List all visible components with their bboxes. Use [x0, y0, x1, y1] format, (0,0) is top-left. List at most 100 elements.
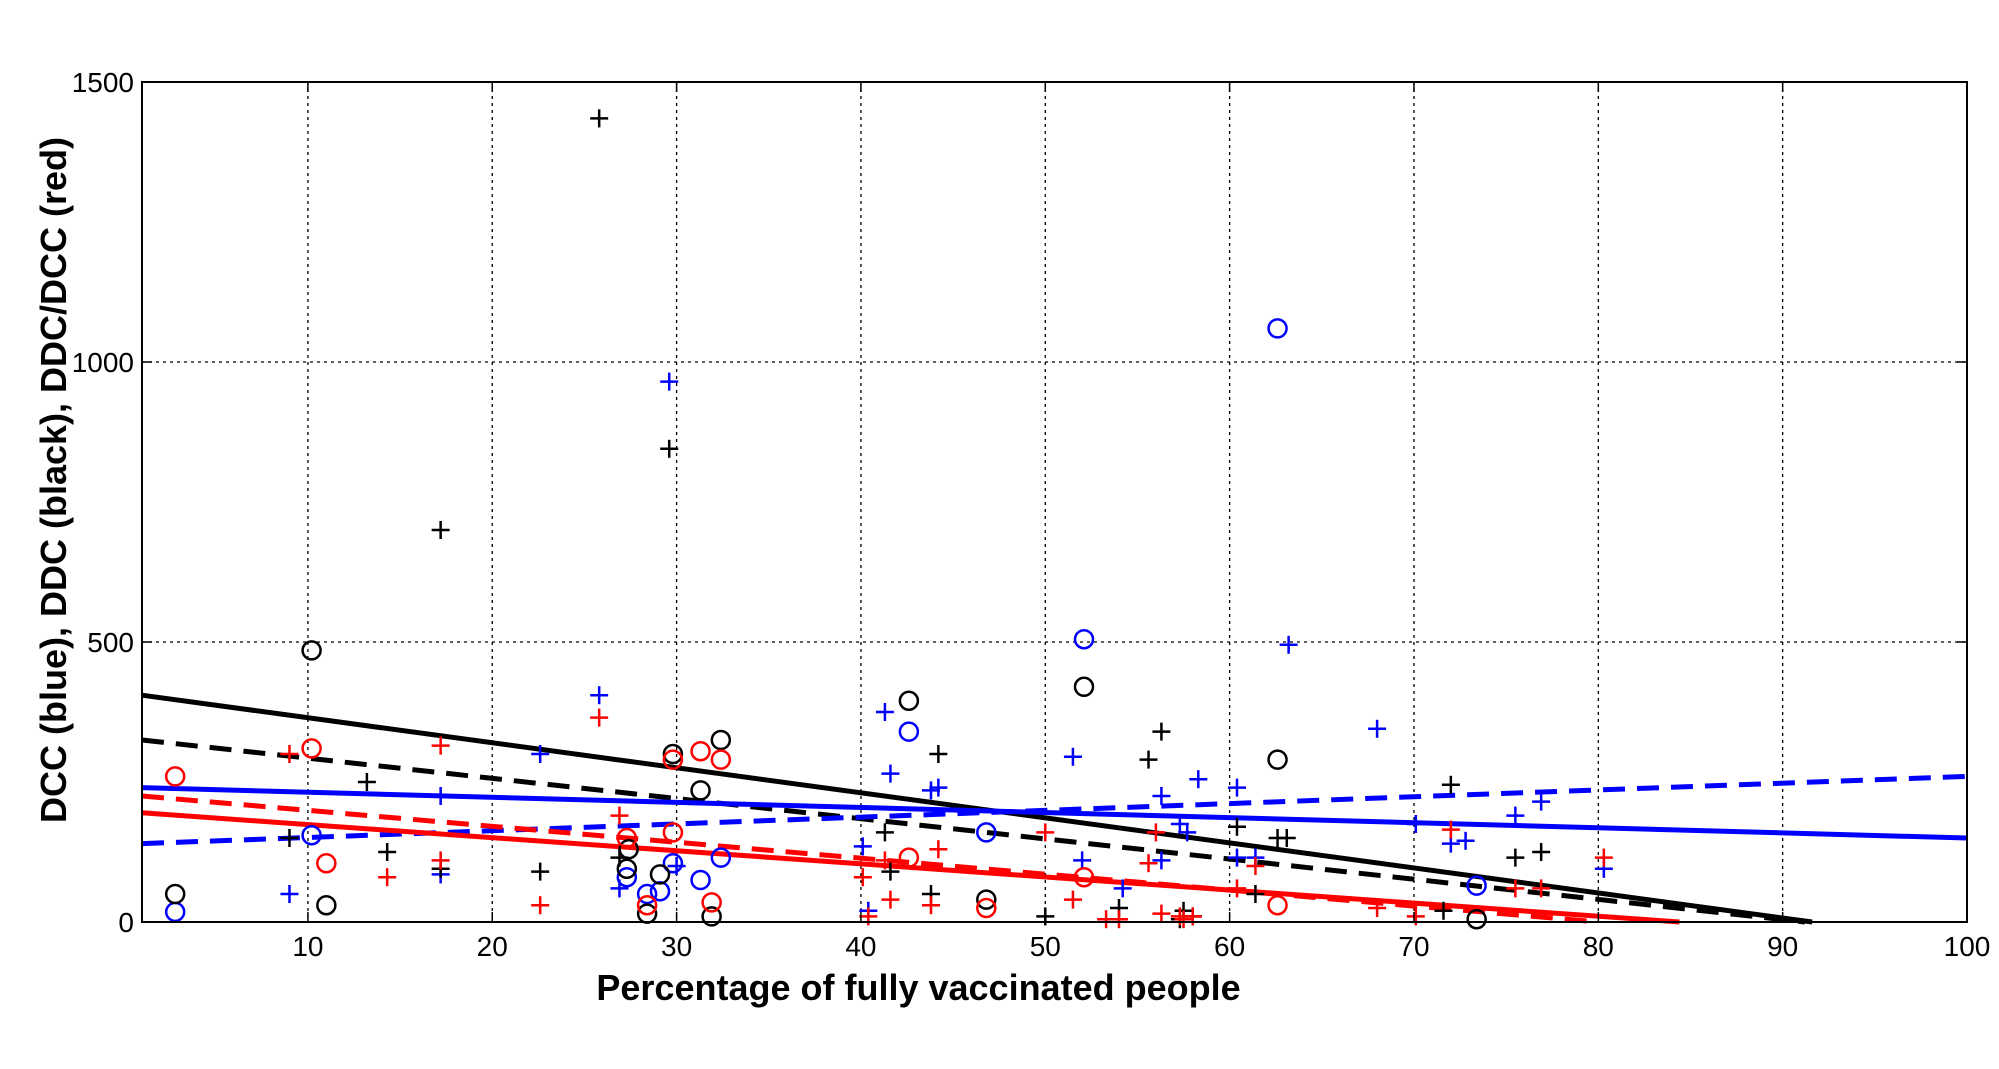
data-point-plus: [1441, 775, 1460, 794]
x-tick-label: 30: [661, 931, 692, 962]
y-axis-label: DCC (blue), DDC (black), DDC/DCC (red): [33, 137, 74, 823]
data-point-plus: [853, 868, 872, 887]
data-point-plus: [590, 109, 609, 128]
plot-area-frame: [141, 81, 1968, 923]
x-tick-label: 50: [1030, 931, 1061, 962]
data-point-circle: [690, 780, 711, 801]
data-point-plus: [610, 806, 629, 825]
data-point-plus: [1228, 778, 1246, 797]
data-point-plus: [1368, 719, 1387, 738]
data-point-plus: [531, 862, 550, 881]
data-point-circle: [301, 824, 322, 846]
data-point-circle: [1267, 749, 1288, 770]
data-point-plus: [610, 848, 629, 867]
data-point-plus: [1506, 848, 1525, 867]
data-point-plus: [1434, 901, 1453, 920]
x-tick-label: 80: [1583, 931, 1614, 962]
data-point-circle: [1267, 318, 1288, 339]
y-tick-label: 0: [118, 907, 134, 938]
data-point-plus: [1246, 885, 1265, 903]
data-point-plus: [431, 851, 450, 870]
data-point-plus: [1139, 854, 1158, 873]
data-point-plus: [1178, 823, 1197, 842]
y-tick-label: 500: [87, 627, 134, 658]
x-tick-label: 60: [1214, 931, 1245, 962]
data-point-plus: [921, 781, 940, 800]
data-point-circle: [301, 738, 322, 759]
data-point-plus: [1063, 747, 1082, 766]
data-point-circle: [690, 740, 711, 762]
data-point-plus: [1063, 890, 1082, 909]
data-point-plus: [660, 439, 679, 458]
x-tick-label: 100: [1944, 931, 1991, 962]
data-point-plus: [280, 885, 299, 903]
data-point-plus: [1113, 879, 1132, 898]
data-point-plus: [1406, 815, 1425, 833]
data-point-circle: [616, 858, 638, 880]
data-point-plus: [531, 745, 550, 763]
data-point-circle: [1073, 866, 1095, 888]
data-point-circle: [164, 901, 186, 923]
trend-line-dashed: [141, 737, 1806, 925]
x-axis-label: Percentage of fully vaccinated people: [596, 967, 1240, 1008]
data-point-circle: [1466, 908, 1487, 930]
data-point-plus: [1277, 829, 1296, 847]
data-point-circle: [316, 894, 337, 916]
data-point-plus: [1594, 848, 1613, 867]
data-point-plus: [1228, 817, 1246, 836]
data-point-circle: [701, 892, 722, 913]
data-point-plus: [1228, 879, 1246, 898]
data-point-circle: [710, 749, 732, 770]
data-point-circle: [898, 721, 920, 742]
data-point-circle: [636, 883, 658, 905]
data-point-circle: [1466, 875, 1487, 896]
data-point-plus: [660, 372, 679, 391]
data-point-plus: [1368, 899, 1387, 917]
data-point-plus: [1279, 635, 1298, 654]
data-point-plus: [378, 868, 397, 887]
trend-lines: [141, 692, 1968, 925]
data-point-plus: [1110, 910, 1129, 929]
data-point-plus: [1170, 815, 1189, 833]
data-point-plus: [1456, 831, 1475, 850]
y-tick-label: 1500: [72, 67, 134, 98]
data-point-circle: [301, 640, 322, 661]
data-point-circle: [1073, 676, 1095, 698]
data-point-circle: [616, 827, 638, 849]
data-point-circle: [690, 869, 711, 891]
data-point-plus: [1152, 851, 1171, 870]
data-point-plus: [590, 708, 609, 727]
data-point-circle: [662, 749, 684, 770]
data-point-circle: [164, 766, 186, 787]
data-point-circle: [710, 729, 732, 751]
data-point-circle: [662, 743, 684, 765]
data-point-circle: [701, 906, 722, 927]
data-point-plus: [1532, 843, 1551, 861]
data-point-plus: [1146, 823, 1165, 842]
data-point-circle: [1073, 628, 1095, 650]
data-point-circle: [1267, 894, 1288, 916]
data-points: [164, 109, 1613, 930]
data-point-plus: [1174, 910, 1193, 929]
data-point-plus: [590, 686, 609, 705]
data-point-plus: [875, 823, 894, 842]
x-tick-label: 20: [477, 931, 508, 962]
data-point-circle: [164, 883, 186, 905]
x-tick-label: 10: [292, 931, 323, 962]
x-tick-label: 90: [1767, 931, 1798, 962]
data-point-plus: [1073, 851, 1092, 870]
data-point-plus: [1246, 857, 1265, 875]
data-point-plus: [929, 745, 948, 763]
y-tick-label: 1000: [72, 347, 134, 378]
data-point-plus: [280, 745, 299, 763]
data-point-plus: [1152, 787, 1171, 805]
data-point-plus: [1152, 722, 1171, 741]
data-point-plus: [378, 843, 397, 861]
data-point-plus: [929, 778, 948, 797]
x-tick-label: 40: [845, 931, 876, 962]
data-point-circle: [662, 852, 684, 874]
data-point-circle: [662, 822, 684, 843]
data-point-plus: [1506, 879, 1525, 898]
data-point-plus: [1189, 770, 1208, 789]
